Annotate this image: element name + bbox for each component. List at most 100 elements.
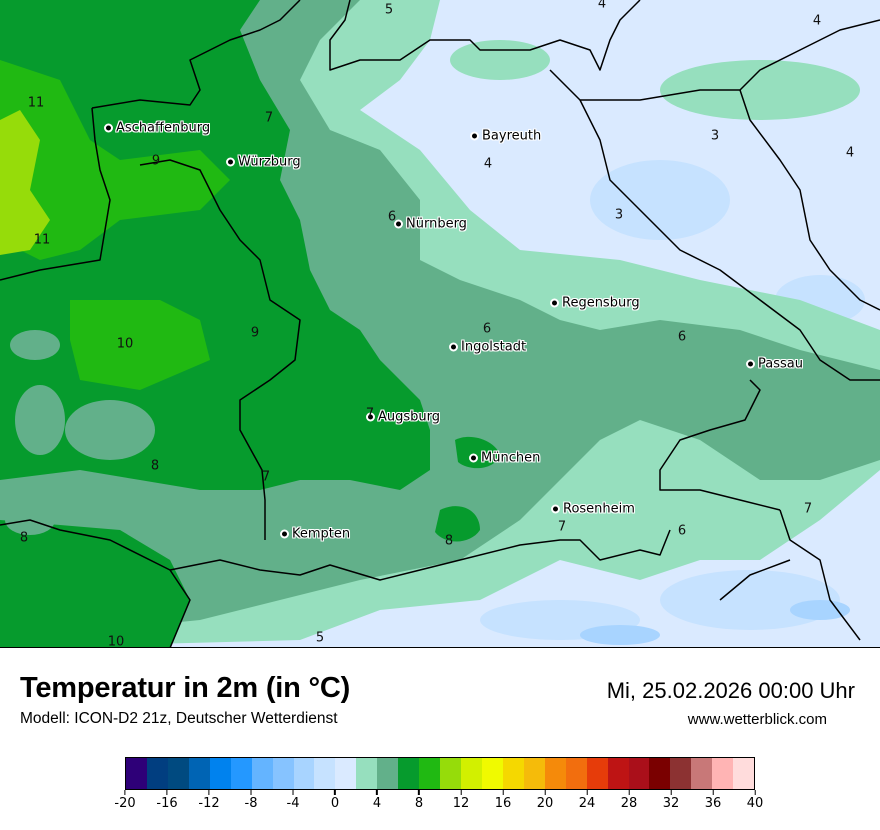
tick-mark: [712, 790, 714, 795]
temperature-value-label: 6: [677, 329, 687, 345]
chart-title: Temperatur in 2m (in °C): [20, 672, 351, 704]
colorbar-segment: [293, 758, 315, 789]
temperature-value-label: 3: [614, 207, 624, 223]
colorbar-segment: [419, 758, 441, 789]
colorbar-segment: [712, 758, 734, 789]
colorbar-tick: 20: [536, 790, 554, 811]
tick-mark: [124, 790, 126, 795]
tick-label: 4: [372, 796, 382, 811]
tick-mark: [292, 790, 294, 795]
colorbar-segment: [544, 758, 566, 789]
temperature-value-label: 8: [19, 530, 29, 546]
colorbar-segment: [230, 758, 252, 789]
colorbar-segment: [314, 758, 336, 789]
colorbar-tick: 8: [415, 790, 423, 811]
tick-mark: [586, 790, 588, 795]
city-label: Kempten: [292, 526, 351, 542]
colorbar-segment: [440, 758, 461, 789]
colorbar-segment: [461, 758, 482, 789]
tick-label: 36: [704, 796, 722, 811]
colorbar-tick: -20: [114, 790, 136, 811]
tick-label: -20: [114, 796, 136, 811]
temperature-value-label: 4: [597, 0, 607, 12]
colorbar: [125, 757, 755, 790]
colorbar-tick: -4: [287, 790, 299, 811]
temperature-value-label: 8: [444, 533, 454, 549]
colorbar-segment: [335, 758, 357, 789]
colorbar-segment: [649, 758, 671, 789]
tick-mark: [754, 790, 756, 795]
temperature-value-label: 7: [264, 110, 274, 126]
colorbar-tick: -16: [156, 790, 178, 811]
temperature-value-label: 7: [261, 469, 271, 485]
temperature-value-label: 10: [107, 634, 125, 648]
city-label: Bayreuth: [482, 128, 542, 144]
temperature-value-label: 11: [33, 232, 51, 248]
city-marker: Bayreuth: [470, 129, 541, 144]
city-label: Passau: [758, 356, 803, 372]
temperature-value-label: 3: [710, 128, 720, 144]
colorbar-tick: 4: [373, 790, 381, 811]
colorbar-segment: [607, 758, 629, 789]
tick-mark: [544, 790, 546, 795]
city-marker: Passau: [746, 357, 803, 372]
website-link[interactable]: www.wetterblick.com: [687, 711, 827, 728]
city-marker: Kempten: [280, 527, 350, 542]
forecast-datetime: Mi, 25.02.2026 00:00 Uhr: [606, 678, 855, 703]
city-label: Würzburg: [238, 154, 301, 170]
city-label: Ingolstadt: [461, 339, 527, 355]
tick-mark: [418, 790, 420, 795]
tick-label: -12: [198, 796, 220, 811]
colorbar-tick: 0: [331, 790, 339, 811]
city-dot-icon: [449, 342, 458, 352]
colorbar-segment: [733, 758, 755, 789]
tick-label: 0: [330, 796, 340, 811]
tick-mark: [208, 790, 210, 795]
tick-mark: [670, 790, 672, 795]
city-marker: Ingolstadt: [449, 340, 526, 355]
colorbar-segment: [586, 758, 608, 789]
colorbar-tick: 24: [578, 790, 596, 811]
city-label: München: [481, 450, 541, 466]
city-marker: Rosenheim: [551, 502, 635, 517]
temperature-value-label: 6: [677, 523, 687, 539]
colorbar-segment: [691, 758, 713, 789]
colorbar-tick: -8: [244, 790, 258, 811]
city-marker: Aschaffenburg: [104, 121, 210, 136]
city-dot-icon: [366, 412, 375, 422]
city-label: Nürnberg: [406, 216, 467, 232]
city-marker: Würzburg: [226, 155, 301, 170]
tick-mark: [250, 790, 252, 795]
temperature-field: [0, 0, 880, 647]
temperature-value-label: 11: [27, 95, 45, 111]
city-label: Aschaffenburg: [116, 120, 211, 136]
temperature-value-label: 10: [116, 336, 134, 352]
city-dot-icon: [469, 453, 478, 463]
temperature-value-label: 7: [557, 519, 567, 535]
tick-label: 24: [578, 796, 596, 811]
temperature-value-label: 4: [812, 13, 822, 29]
temperature-value-label: 5: [315, 630, 325, 646]
tick-label: 20: [536, 796, 554, 811]
tick-mark: [376, 790, 378, 795]
colorbar-segment: [146, 758, 168, 789]
tick-label: -16: [156, 796, 178, 811]
tick-mark: [166, 790, 168, 795]
colorbar-segment: [251, 758, 273, 789]
city-marker: Regensburg: [550, 296, 640, 311]
colorbar-segment: [188, 758, 210, 789]
tick-label: 32: [662, 796, 680, 811]
colorbar-segment: [209, 758, 231, 789]
colorbar-tick: -12: [198, 790, 220, 811]
temperature-value-label: 6: [482, 321, 492, 337]
colorbar-segment: [670, 758, 692, 789]
colorbar-tick: 28: [621, 790, 637, 811]
city-label: Rosenheim: [563, 501, 635, 517]
temperature-value-label: 5: [384, 2, 394, 18]
tick-label: 12: [452, 796, 470, 811]
colorbar-tick: 12: [452, 790, 470, 811]
temperature-value-label: 8: [150, 458, 160, 474]
model-info: Modell: ICON-D2 21z, Deutscher Wetterdie…: [20, 710, 338, 727]
temperature-value-label: 4: [845, 145, 855, 161]
tick-label: -8: [244, 796, 258, 811]
